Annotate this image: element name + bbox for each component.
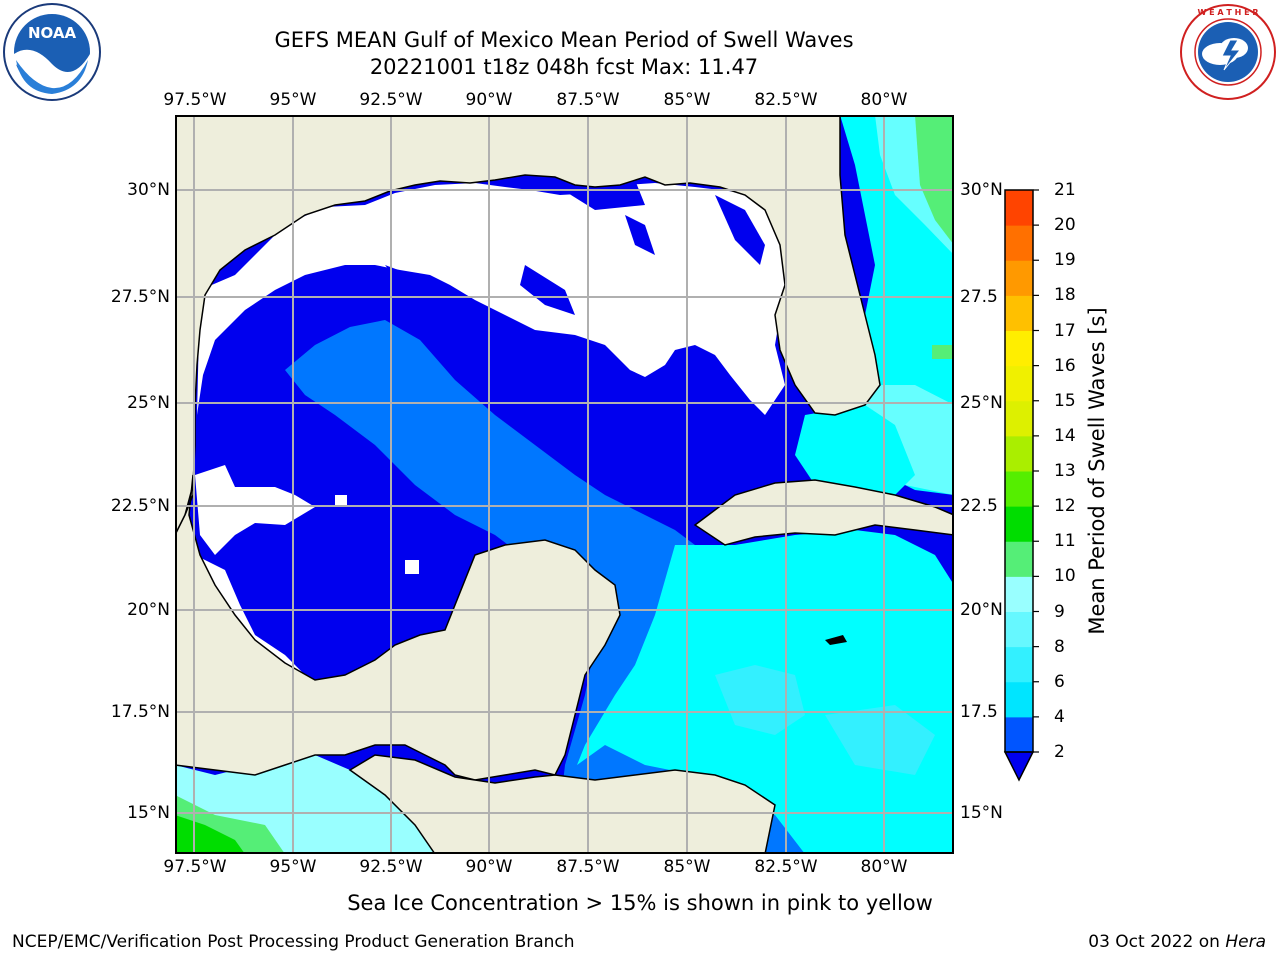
colorbar-tick-label: 2 — [1054, 742, 1065, 762]
grid — [175, 115, 954, 854]
colorbar-tick-label: 14 — [1054, 425, 1076, 446]
colorbar-segment — [1005, 541, 1033, 577]
x-tick-bottom: 82.5°W — [754, 857, 818, 877]
no-data-region-west — [195, 465, 315, 555]
colorbar-segment — [1005, 260, 1033, 296]
svg-text:NOAA: NOAA — [28, 24, 77, 42]
footer-date: 03 Oct 2022 on Hera — [1088, 931, 1266, 953]
colorbar-segment — [1005, 190, 1033, 226]
noaa-logo: NOAA — [3, 3, 101, 101]
colorbar-segment — [1005, 365, 1033, 402]
colorbar-segment — [1005, 330, 1033, 367]
y-tick-left: 15°N — [127, 803, 170, 823]
x-tick-bottom: 80°W — [860, 857, 908, 877]
colorbar-segment — [1005, 400, 1033, 437]
y-tick-right: 22.5 — [960, 496, 998, 516]
x-tick-bottom: 95°W — [269, 857, 317, 877]
y-tick-right: 15°N — [960, 803, 1003, 823]
y-tick-left: 20°N — [127, 600, 170, 620]
colorbar-tick-label: 21 — [1054, 180, 1076, 200]
colorbar-tick-label: 13 — [1054, 461, 1076, 481]
y-tick-right: 17.5 — [960, 702, 998, 722]
y-tick-left: 25°N — [127, 393, 170, 413]
colorbar-tick-label: 19 — [1054, 250, 1076, 271]
footer-machine: Hera — [1225, 932, 1266, 952]
colorbar-tick-label: 8 — [1054, 636, 1065, 657]
land-jamaica — [825, 635, 847, 645]
colorbar-tick-label: 12 — [1054, 496, 1076, 517]
colorbar-tick-label: 20 — [1054, 215, 1076, 236]
x-tick-bottom: 87.5°W — [556, 857, 620, 877]
x-tick-bottom: 97.5°W — [163, 857, 227, 877]
colorbar-segment — [1005, 611, 1033, 648]
y-tick-right: 30°N — [960, 180, 1003, 200]
x-tick-top: 87.5°W — [556, 90, 620, 110]
y-tick-right: 25°N — [960, 393, 1003, 413]
y-tick-right: 20°N — [960, 600, 1003, 620]
colorbar-segment — [1005, 435, 1033, 472]
x-tick-top: 90°W — [465, 90, 513, 110]
chart-subtitle: 20221001 t18z 048h fcst Max: 11.47 — [369, 55, 759, 79]
land-us — [175, 115, 954, 536]
y-tick-left: 17.5°N — [110, 702, 170, 722]
colorbar-segment — [1005, 716, 1033, 753]
colorbar-segment — [1005, 576, 1033, 612]
x-tick-bottom: 85°W — [663, 857, 711, 877]
colorbar-tick-label: 18 — [1054, 285, 1076, 306]
colorbar-tick-label: 11 — [1054, 531, 1076, 552]
y-tick-left: 27.5°N — [110, 287, 170, 307]
colorbar-tick-label: 15 — [1054, 390, 1076, 411]
x-tick-top: 97.5°W — [163, 90, 227, 110]
x-tick-top: 92.5°W — [359, 90, 423, 110]
x-tick-bottom: 92.5°W — [359, 857, 423, 877]
x-tick-top: 80°W — [860, 90, 908, 110]
colorbar-extend-arrow — [1003, 751, 1035, 782]
colorbar-tick-label: 16 — [1054, 355, 1076, 376]
colorbar-segment — [1005, 295, 1033, 331]
x-tick-bottom: 90°W — [465, 857, 513, 877]
x-tick-top: 85°W — [663, 90, 711, 110]
colorbar-segment — [1005, 646, 1033, 683]
footer-credit: NCEP/EMC/Verification Post Processing Pr… — [12, 932, 575, 952]
chart-title: GEFS MEAN Gulf of Mexico Mean Period of … — [274, 28, 854, 52]
footer-date-text: 03 Oct 2022 on — [1088, 932, 1220, 952]
colorbar-tick-label: 9 — [1054, 601, 1065, 622]
swell-band-6-8s — [715, 665, 805, 735]
y-tick-left: 22.5°N — [110, 496, 170, 516]
colorbar-segment — [1005, 681, 1033, 718]
colorbar-label: Mean Period of Swell Waves [s] — [1085, 307, 1109, 635]
nws-logo: W E A T H E R — [1180, 4, 1276, 100]
land-mexico — [175, 474, 621, 781]
colorbar-tick-label: 17 — [1054, 320, 1076, 341]
y-tick-right: 27.5 — [960, 287, 998, 307]
map-panel — [175, 115, 954, 854]
colorbar-segment — [1005, 506, 1033, 542]
x-tick-top: 82.5°W — [754, 90, 818, 110]
colorbar-tick-label: 10 — [1054, 566, 1076, 587]
colorbar-tick-label: 4 — [1054, 706, 1065, 727]
colorbar-tick-label: 6 — [1054, 671, 1065, 692]
x-tick-top: 95°W — [269, 90, 317, 110]
colorbar-segment — [1005, 471, 1033, 507]
y-tick-left: 30°N — [127, 180, 170, 200]
ice-note: Sea Ice Concentration > 15% is shown in … — [347, 891, 933, 915]
svg-text:W E A T H E R: W E A T H E R — [1198, 8, 1259, 17]
colorbar-segment — [1005, 225, 1033, 261]
swell-band-9-10s — [915, 115, 954, 245]
land-cuba — [693, 479, 954, 546]
colorbar — [1003, 189, 1039, 782]
